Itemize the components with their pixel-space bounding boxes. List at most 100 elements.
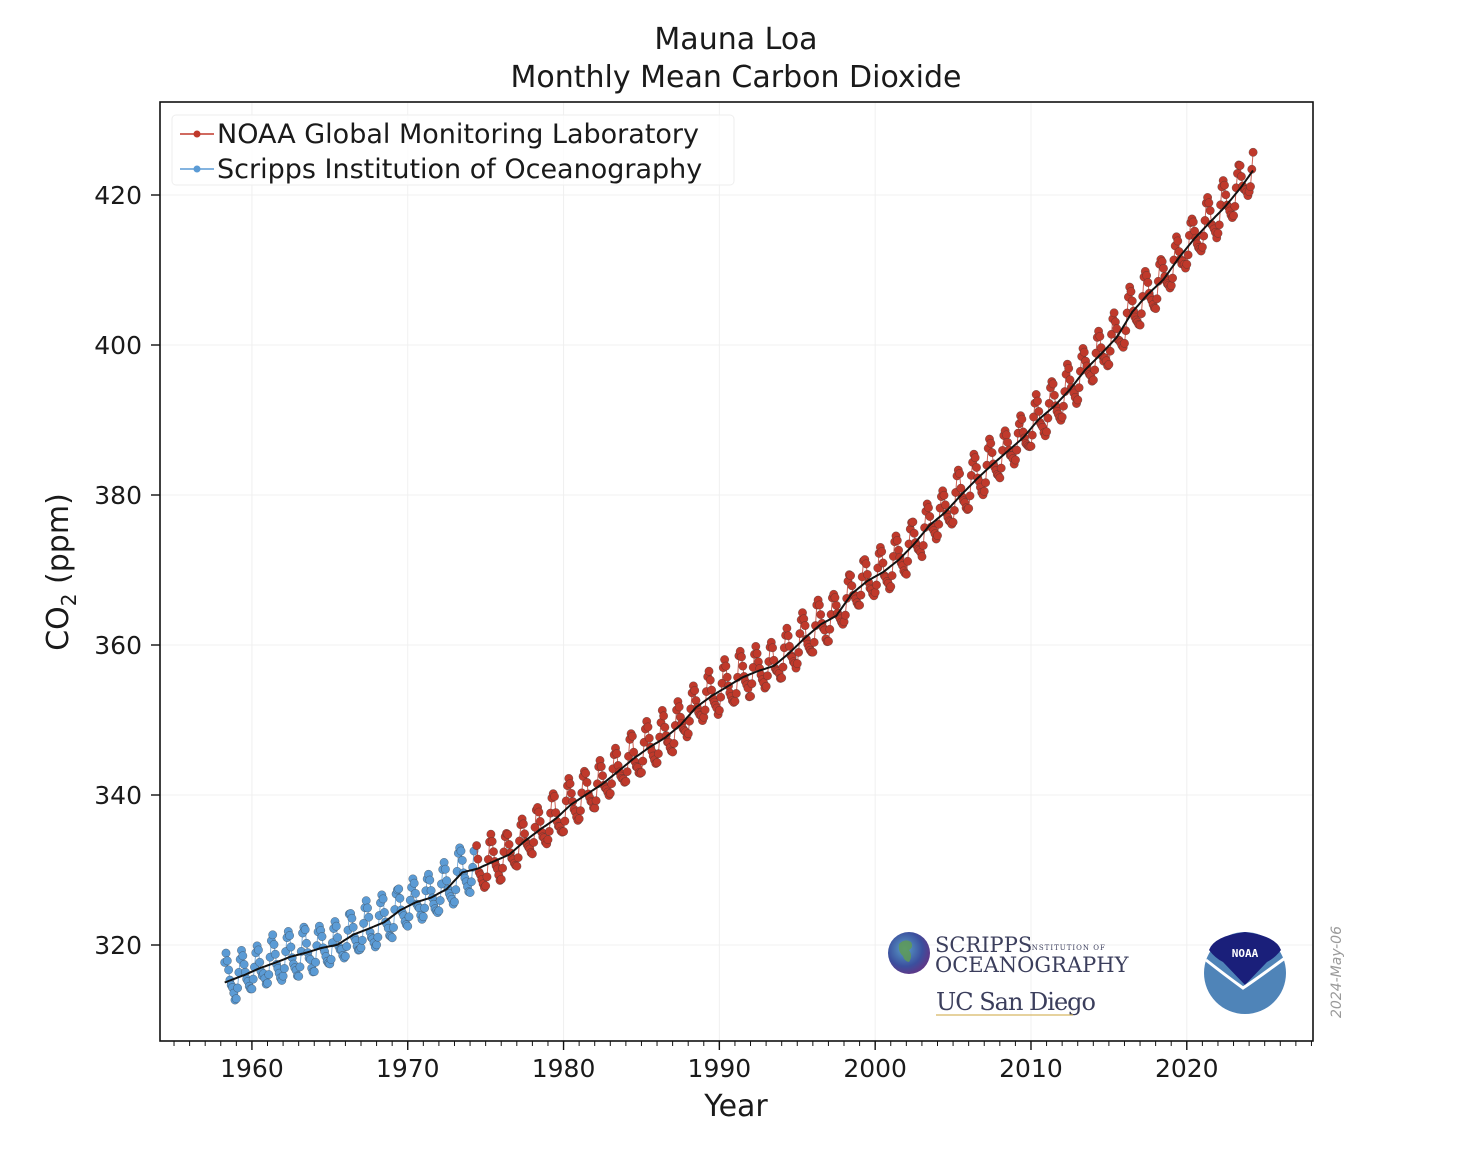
data-point-noaa (543, 835, 553, 845)
legend-label-scripps: Scripps Institution of Oceanography (217, 154, 702, 185)
data-point-scripps (333, 933, 343, 943)
data-point-noaa (1042, 427, 1052, 437)
data-point-noaa (1079, 347, 1089, 357)
y-axis-label-main: CO (41, 606, 76, 651)
data-point-noaa (939, 490, 949, 500)
data-point-scripps (387, 933, 397, 943)
data-point-noaa (529, 837, 539, 847)
data-point-noaa (862, 569, 872, 579)
data-point-scripps (239, 959, 249, 969)
data-point-noaa (830, 593, 840, 603)
data-point-noaa (722, 672, 732, 682)
data-point-noaa (986, 438, 996, 448)
data-point-noaa (892, 536, 902, 545)
data-point-noaa (1236, 172, 1246, 181)
data-point-noaa (530, 822, 540, 832)
data-point-noaa (1003, 437, 1013, 447)
data-point-noaa (1065, 375, 1075, 385)
data-point-noaa (870, 588, 880, 597)
data-point-noaa (1059, 401, 1068, 411)
data-point-noaa (1120, 338, 1129, 348)
data-point-scripps (361, 896, 371, 906)
data-point-noaa (1197, 242, 1207, 252)
data-point-scripps (221, 948, 231, 958)
data-point-noaa (581, 768, 591, 778)
data-point-noaa (591, 796, 601, 806)
data-point-scripps (264, 970, 274, 980)
data-point-noaa (535, 816, 545, 826)
y-tick-label: 320 (94, 931, 142, 960)
data-point-noaa (1126, 287, 1136, 297)
data-point-noaa (1151, 304, 1161, 314)
data-point-noaa (934, 519, 944, 529)
legend-marker-noaa (193, 130, 201, 138)
data-point-scripps (442, 876, 452, 886)
data-point-scripps (372, 940, 382, 950)
data-point-scripps (231, 994, 241, 1004)
data-point-noaa (1199, 231, 1209, 241)
data-point-noaa (1043, 413, 1053, 423)
data-point-scripps (253, 945, 263, 955)
legend-item-noaa: NOAA Global Monitoring Laboratory (180, 119, 699, 150)
data-point-noaa (855, 600, 865, 610)
data-point-scripps (373, 932, 383, 942)
data-point-noaa (576, 806, 585, 816)
data-point-noaa (856, 590, 866, 600)
data-point-noaa (1109, 308, 1119, 318)
data-point-noaa (638, 756, 648, 766)
data-point-noaa (1107, 329, 1116, 339)
data-point-noaa (816, 610, 826, 620)
data-point-noaa (690, 686, 700, 695)
data-point-scripps (364, 912, 374, 922)
data-point-noaa (840, 610, 850, 620)
data-point-noaa (1034, 406, 1044, 416)
data-point-scripps (466, 877, 476, 887)
data-point-noaa (1135, 320, 1145, 330)
data-point-noaa (550, 792, 559, 801)
data-point-noaa (512, 861, 522, 871)
data-point-scripps (263, 978, 272, 988)
noaa-logo-bird (1205, 956, 1286, 990)
data-point-noaa (861, 559, 871, 569)
data-point-scripps (294, 971, 304, 981)
data-point-noaa (1096, 343, 1106, 353)
data-point-scripps (309, 967, 319, 977)
data-point-noaa (574, 814, 584, 824)
data-point-noaa (627, 731, 637, 741)
legend-box (171, 114, 735, 186)
legend: NOAA Global Monitoring Laboratory Scripp… (171, 114, 735, 186)
data-point-noaa (590, 803, 600, 813)
data-point-noaa (565, 779, 575, 789)
data-point-noaa (782, 623, 792, 633)
data-point-noaa (737, 652, 746, 662)
data-point-scripps (224, 965, 234, 975)
data-point-noaa (652, 758, 662, 768)
data-point-noaa (917, 552, 927, 562)
data-point-noaa (783, 631, 793, 641)
data-point-noaa (886, 582, 896, 592)
legend-label-noaa: NOAA Global Monitoring Laboratory (217, 119, 699, 150)
data-point-scripps (238, 951, 248, 961)
data-point-noaa (1159, 263, 1168, 273)
legend-item-scripps: Scripps Institution of Oceanography (180, 154, 702, 185)
data-point-noaa (847, 581, 857, 591)
data-point-noaa (1143, 278, 1153, 287)
data-point-scripps (451, 885, 461, 895)
data-point-noaa (699, 712, 709, 722)
data-point-noaa (794, 647, 804, 657)
data-point-scripps (340, 951, 350, 961)
data-point-noaa (716, 692, 726, 702)
data-point-noaa (768, 643, 778, 653)
data-point-noaa (1213, 228, 1223, 238)
data-point-noaa (1229, 211, 1239, 221)
data-point-scripps (302, 938, 311, 948)
data-point-noaa (1029, 412, 1039, 422)
data-point-noaa (940, 500, 950, 510)
data-point-noaa (925, 512, 935, 521)
data-point-noaa (1017, 414, 1027, 424)
data-point-noaa (808, 647, 818, 657)
x-tick-label: 2000 (843, 1054, 907, 1083)
data-point-scripps (379, 908, 389, 917)
y-tick-label: 340 (94, 781, 142, 810)
data-point-noaa (1221, 190, 1231, 200)
